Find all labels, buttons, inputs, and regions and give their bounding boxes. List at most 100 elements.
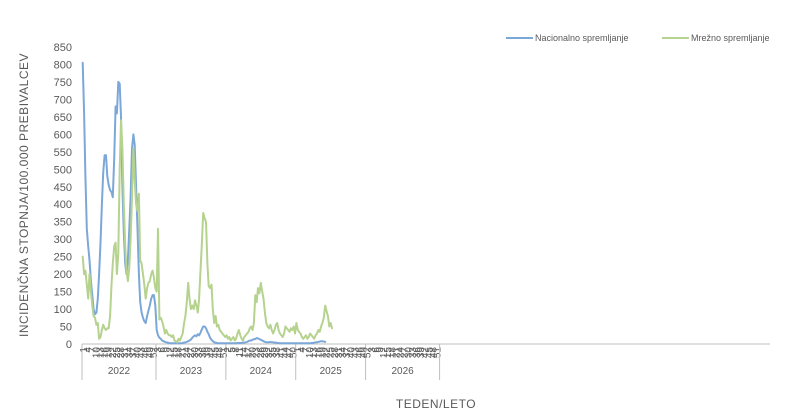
series-lines [81, 61, 333, 345]
y-tick-label: 600 [54, 129, 72, 141]
x-tick-label: 45 [424, 347, 435, 359]
x-tick-label: 16 [313, 347, 324, 359]
year-label: 2025 [320, 366, 343, 377]
x-tick-label: 43 [137, 347, 148, 359]
x-tick-label: 43 [350, 347, 361, 359]
x-tick-label: 36 [412, 347, 423, 359]
legend-label: Mrežno spremljanje [691, 33, 770, 43]
x-tick-label: 34 [338, 347, 349, 359]
x-tick-label: 21 [391, 347, 402, 359]
x-tick-label: 41 [276, 347, 287, 359]
x-tick-label: 7 [301, 347, 312, 353]
x-tick-label: 12 [165, 347, 176, 359]
x-tick-label: 24 [182, 347, 193, 359]
x-tick-label: 25 [112, 347, 123, 359]
x-tick-label: 48 [428, 347, 439, 359]
x-tick-label: 2 [223, 347, 234, 353]
x-tick-label: 28 [116, 347, 127, 359]
y-tick-label: 450 [54, 182, 72, 194]
x-tick-label: 40 [133, 347, 144, 359]
x-tick-label: 32 [264, 347, 275, 359]
x-tick-label: 1 [79, 347, 90, 353]
x-tick-label: 46 [354, 347, 365, 359]
x-tick-label: 6 [371, 347, 382, 353]
x-tick-label: 23 [252, 347, 263, 359]
x-tick-label: 5 [227, 347, 238, 353]
y-tick-label: 850 [54, 42, 72, 54]
x-tick-label: 34 [124, 347, 135, 359]
x-tick-label: 19 [317, 347, 328, 359]
x-tick-label: 42 [207, 347, 218, 359]
x-tick-label: 15 [170, 347, 181, 359]
y-tick-label: 50 [60, 322, 72, 334]
y-tick-label: 200 [54, 269, 72, 281]
y-tick-label: 150 [54, 287, 72, 299]
x-tick-label: 24 [396, 347, 407, 359]
x-tick-label: 52 [149, 347, 160, 359]
x-tick-label: 27 [400, 347, 411, 359]
x-tick-label: 39 [416, 347, 427, 359]
x-tick-label: 18 [387, 347, 398, 359]
x-tick-label: 25 [326, 347, 337, 359]
x-tick-label: 36 [198, 347, 209, 359]
y-axis-title: INCIDENČNA STOPNJA/100.000 PREBIVALCEV [16, 53, 31, 337]
x-tick-label: 10 [91, 347, 102, 359]
x-tick-label: 3 [153, 347, 164, 353]
x-tick-label: 22 [322, 347, 333, 359]
x-tick-label: 37 [342, 347, 353, 359]
x-tick-label: 44 [280, 347, 291, 359]
x-tick-label: 9 [161, 347, 172, 353]
series-line-1 [81, 119, 333, 344]
y-tick-label: 550 [54, 147, 72, 159]
x-tick-label: 14 [239, 347, 250, 359]
y-tick-label: 650 [54, 112, 72, 124]
x-tick-label: 49 [359, 347, 370, 359]
x-tick-label: 49 [145, 347, 156, 359]
x-tick-label: 35 [268, 347, 279, 359]
x-tick-label: 38 [272, 347, 283, 359]
x-tick-label: 17 [244, 347, 255, 359]
year-label: 2023 [180, 366, 203, 377]
x-tick-label: 6 [157, 347, 168, 353]
x-tick-label: 51 [219, 347, 230, 359]
x-tick-label: 13 [96, 347, 107, 359]
x-tick-label: 15 [383, 347, 394, 359]
x-tick-label: 52 [363, 347, 374, 359]
x-tick-label: 13 [309, 347, 320, 359]
x-tick-label: 28 [330, 347, 341, 359]
x-tick-label: 18 [174, 347, 185, 359]
x-tick-label: 29 [260, 347, 271, 359]
x-tick-label: 9 [375, 347, 386, 353]
x-tick-label: 22 [108, 347, 119, 359]
x-tick-label: 30 [404, 347, 415, 359]
y-tick-label: 750 [54, 77, 72, 89]
x-axis: 1471013161922252831343740434649522022369… [79, 343, 770, 380]
y-axis-ticks: 0 50 100 150 200 250 300 350 400 450 500 550 600 650 7… [54, 42, 72, 351]
legend-label: Nacionalno spremljanje [535, 33, 629, 43]
y-tick-label: 500 [54, 164, 72, 176]
x-tick-label: 37 [128, 347, 139, 359]
x-axis-title: TEDEN/LETO [396, 397, 476, 411]
x-tick-label: 8 [231, 347, 242, 353]
y-tick-label: 800 [54, 59, 72, 71]
x-tick-label: 33 [194, 347, 205, 359]
y-tick-label: 400 [54, 199, 72, 211]
x-tick-label: 16 [100, 347, 111, 359]
x-tick-label: 30 [190, 347, 201, 359]
x-tick-label: 27 [186, 347, 197, 359]
x-tick-label: 19 [104, 347, 115, 359]
x-tick-label: 11 [235, 347, 246, 358]
x-tick-label: 12 [379, 347, 390, 359]
x-tick-label: 10 [305, 347, 316, 359]
x-tick-label: 33 [408, 347, 419, 359]
y-tick-label: 100 [54, 304, 72, 316]
x-tick-label: 4 [297, 347, 308, 353]
year-label: 2026 [391, 366, 414, 377]
y-tick-label: 300 [54, 234, 72, 246]
x-tick-label: 3 [367, 347, 378, 353]
x-tick-label: 20 [248, 347, 259, 359]
year-label: 2022 [108, 366, 131, 377]
x-tick-label: 4 [83, 347, 94, 353]
y-tick-label: 350 [54, 217, 72, 229]
